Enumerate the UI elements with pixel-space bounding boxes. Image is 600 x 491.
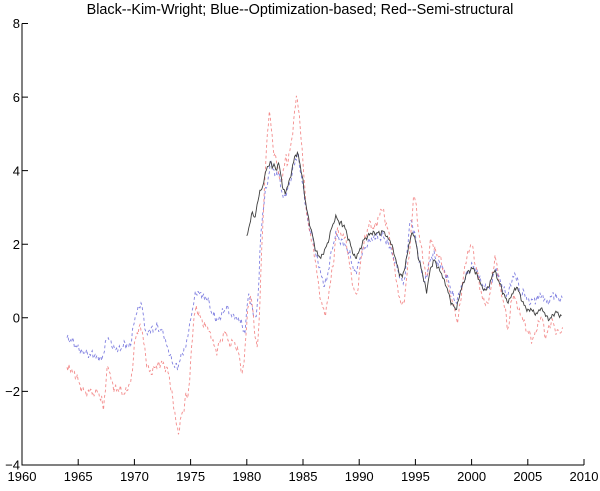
- svg-text:1990: 1990: [345, 469, 374, 484]
- svg-text:2: 2: [13, 237, 20, 252]
- svg-text:−4: −4: [5, 458, 20, 473]
- svg-text:1980: 1980: [232, 469, 261, 484]
- svg-text:0: 0: [13, 311, 20, 326]
- svg-text:1995: 1995: [401, 469, 430, 484]
- svg-text:4: 4: [13, 163, 20, 178]
- svg-text:6: 6: [13, 90, 20, 105]
- svg-text:1985: 1985: [289, 469, 318, 484]
- svg-text:2005: 2005: [513, 469, 542, 484]
- svg-text:1975: 1975: [176, 469, 205, 484]
- svg-text:2000: 2000: [457, 469, 486, 484]
- svg-text:Black--Kim-Wright; Blue--Optim: Black--Kim-Wright; Blue--Optimization-ba…: [87, 2, 514, 18]
- svg-text:1970: 1970: [120, 469, 149, 484]
- svg-text:8: 8: [13, 16, 20, 31]
- svg-text:−2: −2: [5, 384, 20, 399]
- svg-text:1965: 1965: [64, 469, 93, 484]
- svg-text:1960: 1960: [8, 469, 37, 484]
- svg-text:2010: 2010: [570, 469, 599, 484]
